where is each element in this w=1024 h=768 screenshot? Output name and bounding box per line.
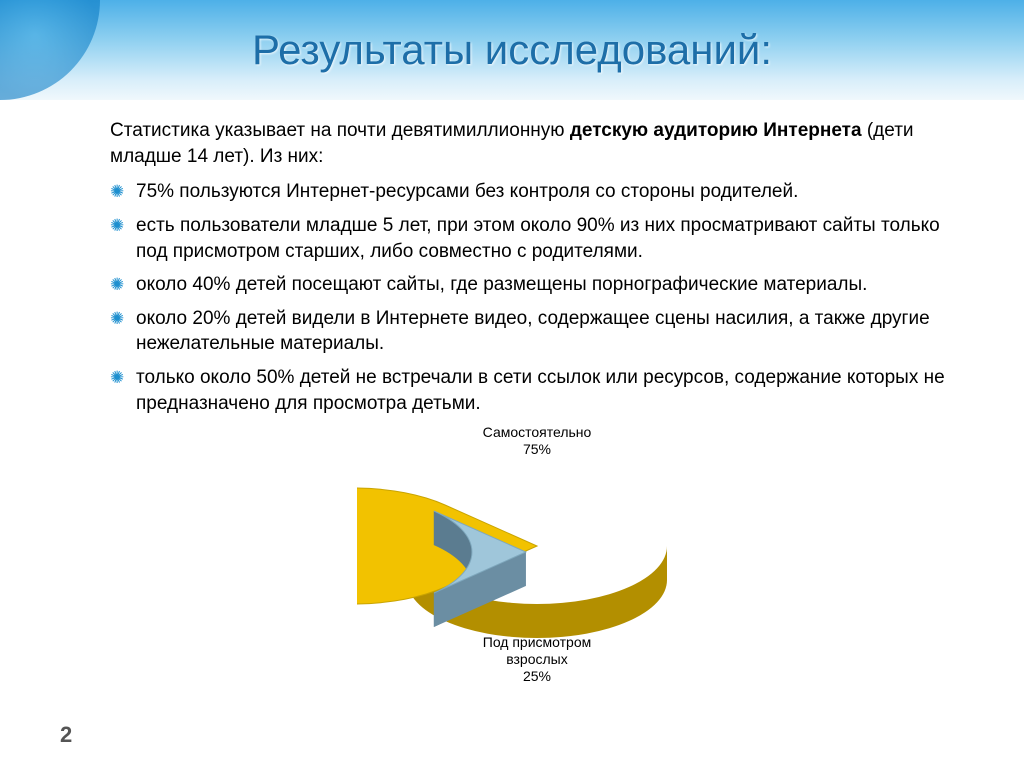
chart-label-top: Самостоятельно 75% <box>483 424 592 458</box>
slide-content: Статистика указывает на почти девятимилл… <box>0 100 1024 684</box>
bullet-item: есть пользователи младше 5 лет, при этом… <box>110 213 964 264</box>
bullet-list: 75% пользуются Интернет-ресурсами без ко… <box>110 179 964 416</box>
slide-header: Результаты исследований: <box>0 0 1024 100</box>
slide-title: Результаты исследований: <box>252 26 772 74</box>
intro-bold: детскую аудиторию Интернета <box>570 120 862 141</box>
intro-plain: Статистика указывает на почти девятимилл… <box>110 120 570 141</box>
slide: Результаты исследований: Статистика указ… <box>0 0 1024 768</box>
intro-paragraph: Статистика указывает на почти девятимилл… <box>110 118 964 169</box>
bullet-item: около 40% детей посещают сайты, где разм… <box>110 272 964 298</box>
corner-graphic-icon <box>0 0 100 100</box>
pie-chart-svg <box>357 476 717 646</box>
bullet-item: около 20% детей видели в Интернете видео… <box>110 306 964 357</box>
bullet-item: 75% пользуются Интернет-ресурсами без ко… <box>110 179 964 205</box>
pie-chart: Самостоятельно 75% Под присмотром взросл… <box>307 424 767 684</box>
page-number: 2 <box>60 722 72 748</box>
bullet-item: только около 50% детей не встречали в се… <box>110 365 964 416</box>
chart-area: Самостоятельно 75% Под присмотром взросл… <box>110 424 964 684</box>
chart-label-bottom: Под присмотром взрослых 25% <box>483 634 592 684</box>
